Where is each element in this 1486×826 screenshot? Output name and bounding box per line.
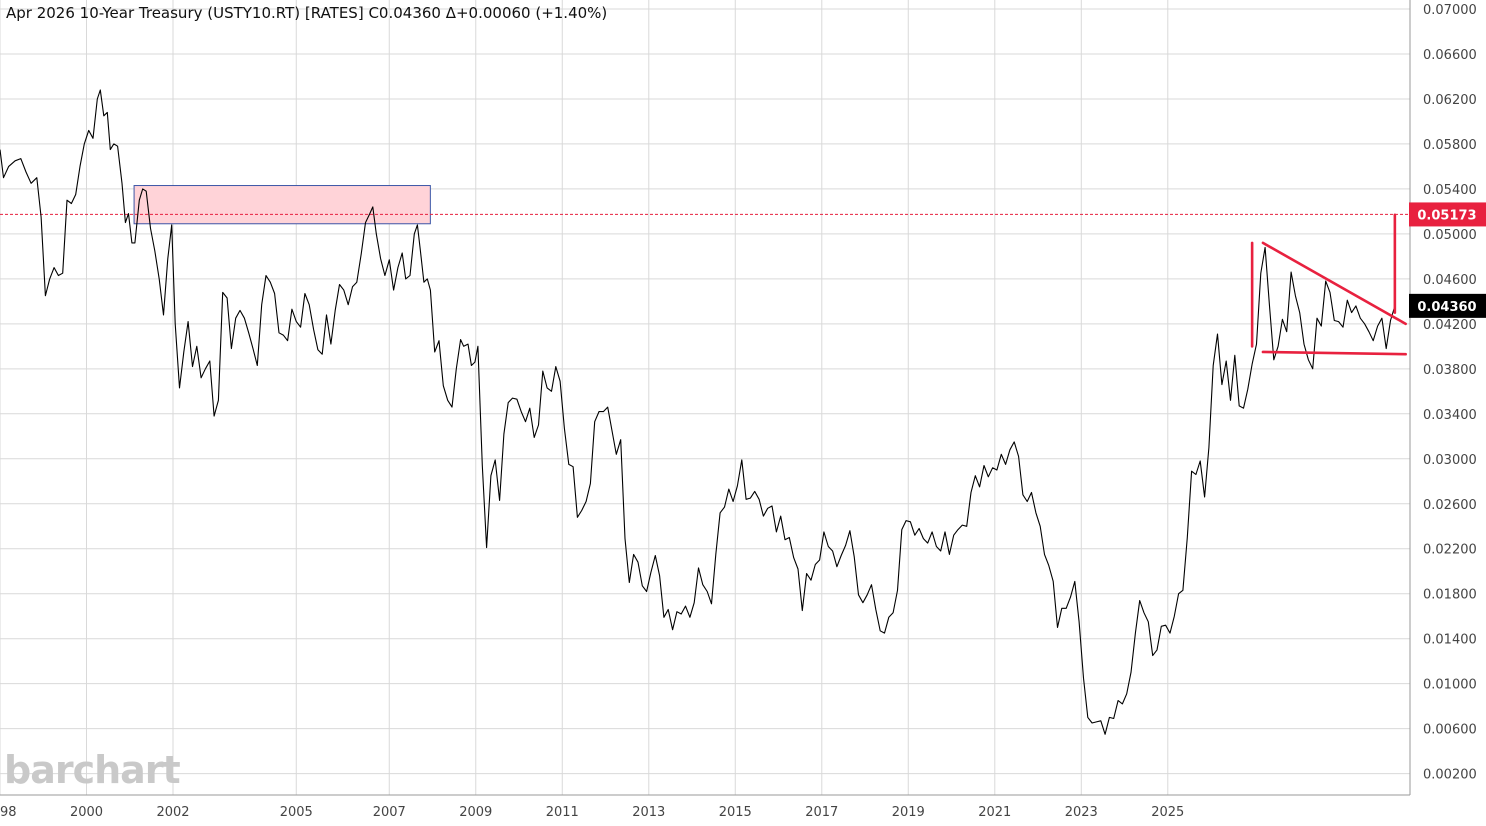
- x-tick-label: 2007: [373, 805, 406, 820]
- x-tick-label: 2011: [546, 805, 579, 820]
- y-tick-label: 0.03800: [1423, 363, 1477, 378]
- y-tick-label: 0.06600: [1423, 48, 1477, 63]
- price-badges: 0.05173 0.04360: [1409, 202, 1486, 318]
- x-tick-label: 2023: [1065, 805, 1098, 820]
- x-tick-label: 2017: [805, 805, 838, 820]
- chart-title: Apr 2026 10-Year Treasury (USTY10.RT) [R…: [6, 4, 608, 22]
- y-tick-label: 0.03400: [1423, 408, 1477, 423]
- x-tick-label: 2025: [1151, 805, 1184, 820]
- supply-zone: [133, 185, 431, 225]
- last-price-badge-bg: [1409, 293, 1486, 318]
- grid: [0, 0, 1411, 796]
- triangle-annotations: [1250, 213, 1407, 356]
- y-tick-label: 0.07000: [1423, 3, 1477, 18]
- last-price-badge-label: 0.04360: [1417, 300, 1476, 315]
- x-tick-label: 2015: [719, 805, 752, 820]
- y-tick-label: 0.00600: [1423, 723, 1477, 738]
- upper-trendline: [1261, 241, 1407, 326]
- lower-trendline: [1261, 350, 1407, 356]
- y-tick-label: 0.00200: [1423, 768, 1477, 783]
- price-series: [0, 89, 1396, 735]
- y-tick-label: 0.06200: [1423, 93, 1477, 108]
- y-tick-label: 0.01400: [1423, 633, 1477, 648]
- y-tick-label: 0.01800: [1423, 588, 1477, 603]
- y-tick-label: 0.05800: [1423, 138, 1477, 153]
- x-tick-label: 2005: [280, 805, 313, 820]
- y-tick-label: 0.02600: [1423, 498, 1477, 513]
- resistance-badge-bg: [1409, 202, 1486, 227]
- x-tick-label: 2000: [70, 805, 103, 820]
- x-tick-label: 2002: [156, 805, 189, 820]
- resistance-badge-label: 0.05173: [1417, 208, 1476, 223]
- barchart-watermark: barchart: [4, 748, 181, 792]
- x-tick-label: 1998: [0, 805, 17, 820]
- x-tick-label: 2021: [978, 805, 1011, 820]
- y-axis: 0.07000 0.06600 0.06200 0.05800 0.05400 0.050…: [1423, 3, 1477, 783]
- x-tick-label: 2013: [632, 805, 665, 820]
- y-tick-label: 0.05400: [1423, 183, 1477, 198]
- y-tick-label: 0.01000: [1423, 678, 1477, 693]
- x-axis: 1998 2000 2002 2005 2007 2009 2011 2013 2015 2017…: [0, 805, 1184, 820]
- x-tick-label: 2009: [459, 805, 492, 820]
- y-tick-label: 0.04600: [1423, 273, 1477, 288]
- x-tick-label: 2019: [892, 805, 925, 820]
- y-tick-label: 0.05000: [1423, 228, 1477, 243]
- y-tick-label: 0.03000: [1423, 453, 1477, 468]
- y-tick-label: 0.02200: [1423, 543, 1477, 558]
- supply-zone-box: [133, 185, 431, 225]
- price-line: [0, 89, 1396, 735]
- y-tick-label: 0.04200: [1423, 318, 1477, 333]
